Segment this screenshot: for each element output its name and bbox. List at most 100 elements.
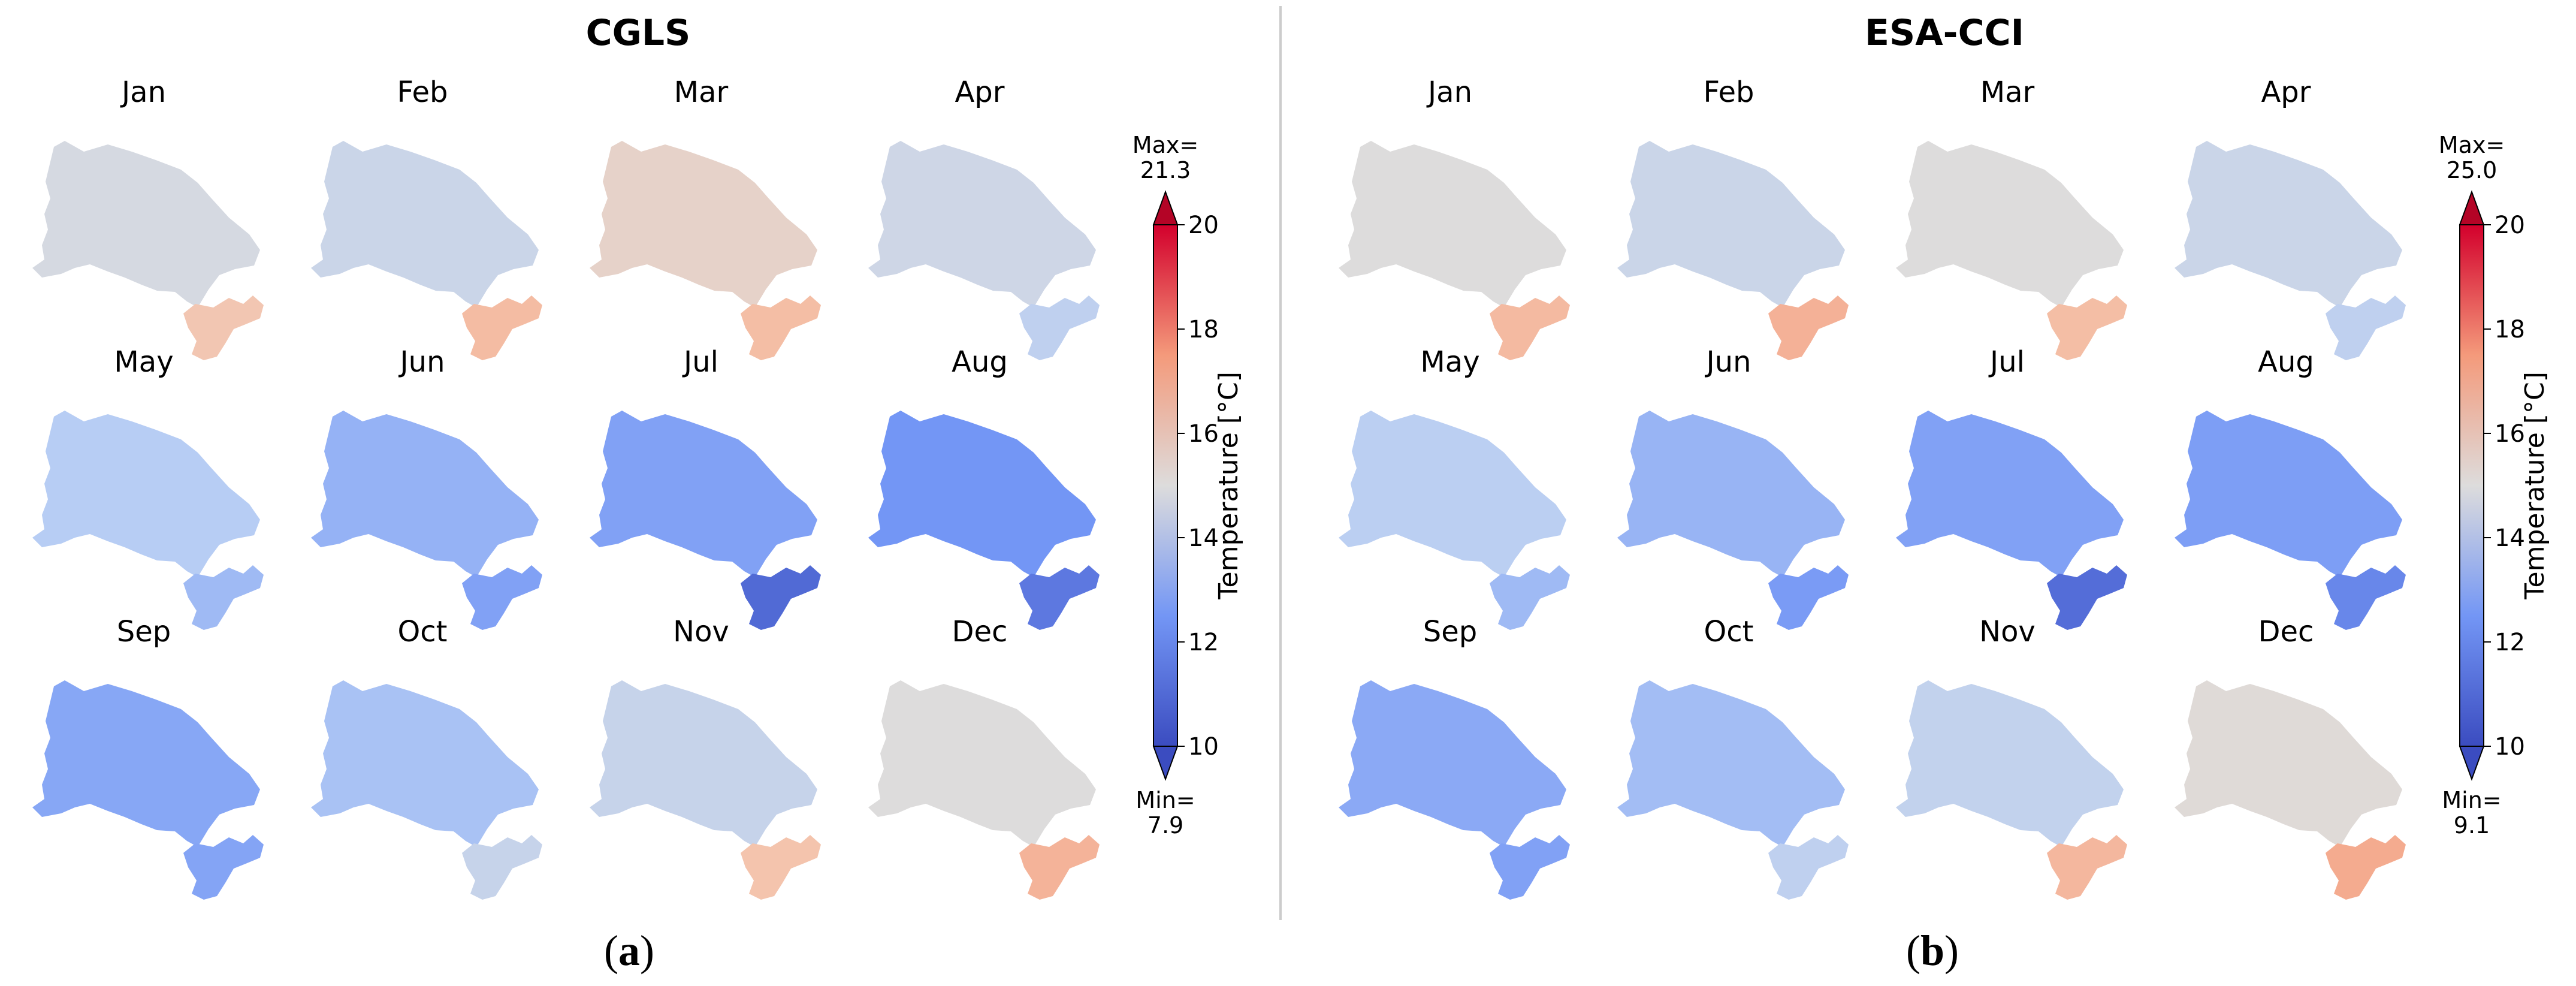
month-label: Oct [1704, 615, 1754, 649]
map-jan: Jan [1339, 76, 1570, 360]
lake-south-lobe [1490, 565, 1570, 630]
colorbar-min-value: 7.9 [1147, 812, 1183, 839]
panel-title: CGLS [586, 12, 691, 54]
colorbar-gradient [2459, 224, 2484, 747]
colorbar-min-extension [1152, 746, 1179, 781]
lake-main-body [590, 680, 817, 847]
lake-south-lobe [1490, 835, 1570, 900]
lake-south-lobe [2047, 565, 2127, 630]
colorbar-gradient [1153, 224, 1178, 747]
lake-south-lobe [741, 296, 821, 360]
map-dec: Dec [868, 615, 1100, 900]
map-aug: Aug [868, 345, 1100, 630]
lake-main-body [1339, 411, 1566, 577]
map-sep: Sep [1339, 615, 1570, 900]
lake-main-body [1617, 680, 1845, 847]
colorbar-max-value: 21.3 [1140, 157, 1191, 183]
lake-south-lobe [462, 835, 542, 900]
lake-south-lobe [462, 296, 542, 360]
lake-main-body [590, 141, 817, 307]
month-label: May [1420, 345, 1479, 379]
lake-main-body [32, 680, 260, 847]
month-label: Apr [2261, 76, 2311, 109]
colorbar-tick-label: 20 [1188, 212, 1219, 239]
map-feb: Feb [311, 76, 542, 360]
lake-main-body [1339, 680, 1566, 847]
map-nov: Nov [590, 615, 821, 900]
lake-main-body [868, 411, 1096, 577]
lake-south-lobe [462, 565, 542, 630]
colorbar-min-value: 9.1 [2454, 812, 2490, 839]
panel-esa-cci: ESA-CCI Jan Feb Mar Apr May Jun Jul Aug Sep Oct Nov… [1339, 12, 2550, 900]
month-label: Dec [2258, 615, 2314, 649]
map-sep: Sep [32, 615, 264, 900]
map-jun: Jun [1617, 345, 1849, 630]
lake-south-lobe [183, 835, 264, 900]
lake-main-body [2175, 411, 2402, 577]
map-apr: Apr [2175, 76, 2406, 360]
map-oct: Oct [311, 615, 542, 900]
lake-main-body [1617, 141, 1845, 307]
month-label: Nov [673, 615, 729, 649]
colorbar-max-label: Max= [1133, 132, 1198, 158]
colorbar-max-extension [2459, 190, 2485, 225]
lake-south-lobe [741, 565, 821, 630]
map-apr: Apr [868, 76, 1100, 360]
map-aug: Aug [2175, 345, 2406, 630]
month-label: Mar [674, 76, 729, 109]
month-label: Jan [120, 76, 166, 109]
colorbar-tick-label: 16 [2495, 420, 2525, 448]
map-jun: Jun [311, 345, 542, 630]
panel-cgls: CGLS Jan Feb Mar Apr May Jun Jul Aug Sep Oct Nov Dec… [32, 12, 1244, 900]
colorbar-tick-label: 14 [2495, 524, 2525, 552]
colorbar: 10 12 14 16 18 20 Temperature [°C] Max=25.0 Min=… [2439, 132, 2550, 839]
month-label: Apr [955, 76, 1004, 109]
month-label: Jun [1705, 345, 1751, 379]
lake-south-lobe [2326, 565, 2406, 630]
colorbar-tick-label: 12 [2495, 629, 2525, 656]
month-label: Jun [398, 345, 445, 379]
colorbar-tick-label: 12 [1188, 629, 1219, 656]
lake-main-body [2175, 680, 2402, 847]
month-label: Feb [1704, 76, 1754, 109]
month-label: Jul [1988, 345, 2025, 379]
caption-a: (a) [604, 927, 654, 975]
colorbar-max-extension [1152, 190, 1179, 225]
lake-south-lobe [183, 565, 264, 630]
month-label: Oct [398, 615, 448, 649]
map-jan: Jan [32, 76, 264, 360]
lake-main-body [32, 141, 260, 307]
caption-b: (b) [1906, 927, 1959, 975]
month-label: Sep [1423, 615, 1477, 649]
lake-main-body [590, 411, 817, 577]
month-label: Mar [1980, 76, 2035, 109]
lake-south-lobe [1019, 565, 1100, 630]
lake-main-body [1896, 680, 2124, 847]
lake-south-lobe [2047, 835, 2127, 900]
lake-south-lobe [1019, 835, 1100, 900]
lake-main-body [1896, 411, 2124, 577]
colorbar-min-label: Min= [1136, 787, 1195, 813]
month-label: May [114, 345, 173, 379]
month-label: Aug [2258, 345, 2314, 379]
map-jul: Jul [590, 345, 821, 630]
lake-south-lobe [1768, 835, 1849, 900]
caption-b-letter: b [1920, 927, 1944, 975]
lake-main-body [311, 141, 539, 307]
lake-south-lobe [2047, 296, 2127, 360]
month-label: Jul [682, 345, 718, 379]
colorbar-max-value: 25.0 [2447, 157, 2498, 183]
colorbar-min-extension [2459, 746, 2485, 781]
lake-main-body [1617, 411, 1845, 577]
lake-south-lobe [1490, 296, 1570, 360]
lake-south-lobe [183, 296, 264, 360]
map-jul: Jul [1896, 345, 2127, 630]
caption-a-letter: a [618, 927, 640, 975]
map-oct: Oct [1617, 615, 1849, 900]
map-feb: Feb [1617, 76, 1849, 360]
lake-south-lobe [741, 835, 821, 900]
month-label: Dec [952, 615, 1008, 649]
map-dec: Dec [2175, 615, 2406, 900]
colorbar-label: Temperature [°C] [2520, 372, 2550, 600]
month-label: Feb [397, 76, 448, 109]
